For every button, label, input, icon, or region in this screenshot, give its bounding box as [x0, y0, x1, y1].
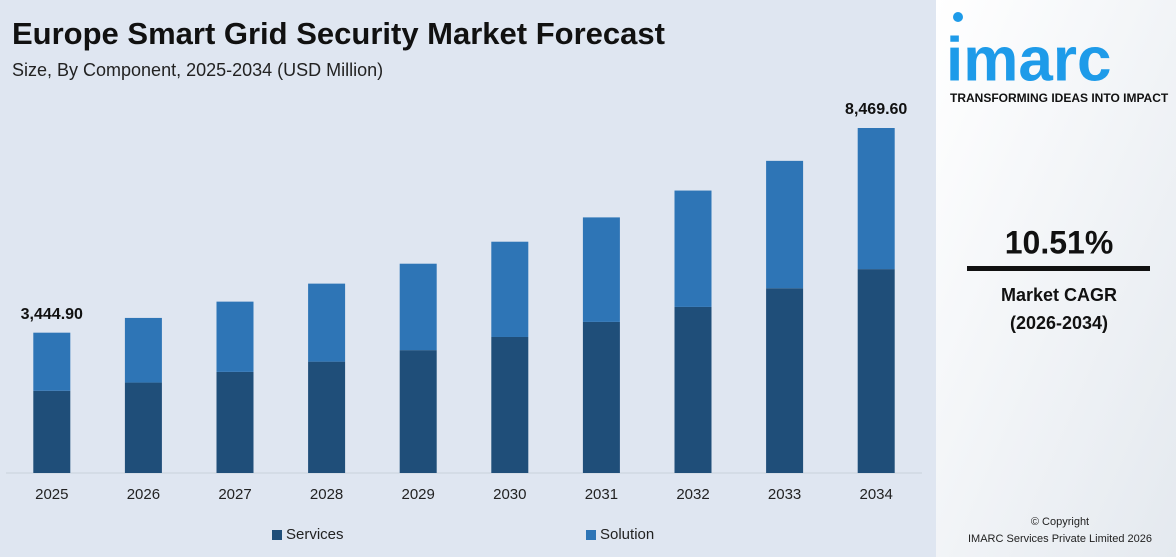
- bar-segment: [399, 350, 437, 473]
- bar-segment: [308, 361, 346, 473]
- x-tick-label: 2033: [768, 486, 801, 503]
- legend-label: Solution: [600, 526, 654, 543]
- bar-segment: [582, 321, 620, 473]
- x-tick-label: 2031: [585, 486, 618, 503]
- logo-dot: [953, 12, 963, 22]
- bar-segment: [582, 217, 620, 322]
- chart-subtitle: Size, By Component, 2025-2034 (USD Milli…: [12, 60, 383, 80]
- bar-segment: [33, 390, 71, 473]
- total-label: 3,444.90: [21, 306, 83, 323]
- x-tick-label: 2028: [310, 486, 343, 503]
- bar-segment: [308, 283, 346, 362]
- logo: imarc: [946, 25, 1111, 94]
- chart-title: Europe Smart Grid Security Market Foreca…: [12, 16, 665, 51]
- total-label: 8,469.60: [845, 101, 907, 118]
- x-tick-label: 2032: [676, 486, 709, 503]
- company: IMARC Services Private Limited 2026: [968, 533, 1152, 545]
- bar-segment: [766, 160, 804, 289]
- bar-segment: [766, 288, 804, 473]
- x-tick-label: 2030: [493, 486, 526, 503]
- cagr: 10.51%: [1005, 224, 1114, 260]
- copyright: © Copyright: [1031, 516, 1089, 528]
- legend-label: Services: [286, 526, 344, 543]
- legend-swatch: [586, 530, 596, 540]
- bar-segment: [857, 128, 895, 270]
- bar-segment: [491, 241, 529, 337]
- x-tick-label: 2034: [860, 486, 893, 503]
- side-panel: [936, 0, 1176, 557]
- bar-segment: [857, 269, 895, 473]
- bar-segment: [216, 301, 254, 372]
- x-tick-label: 2027: [218, 486, 251, 503]
- tagline: TRANSFORMING IDEAS INTO IMPACT: [950, 91, 1169, 105]
- bar-segment: [33, 332, 71, 391]
- legend-swatch: [272, 530, 282, 540]
- bar-segment: [124, 317, 162, 383]
- cagr-label: Market CAGR: [1001, 285, 1117, 305]
- x-tick-label: 2026: [127, 486, 160, 503]
- bar-segment: [674, 190, 712, 307]
- bar-segment: [399, 263, 437, 351]
- x-tick-label: 2025: [35, 486, 68, 503]
- bar-segment: [216, 371, 254, 473]
- cagr-rule: [967, 266, 1150, 271]
- x-tick-label: 2029: [402, 486, 435, 503]
- bar-segment: [491, 336, 529, 473]
- bar-segment: [124, 382, 162, 473]
- cagr-period: (2026-2034): [1010, 313, 1108, 333]
- bar-segment: [674, 306, 712, 473]
